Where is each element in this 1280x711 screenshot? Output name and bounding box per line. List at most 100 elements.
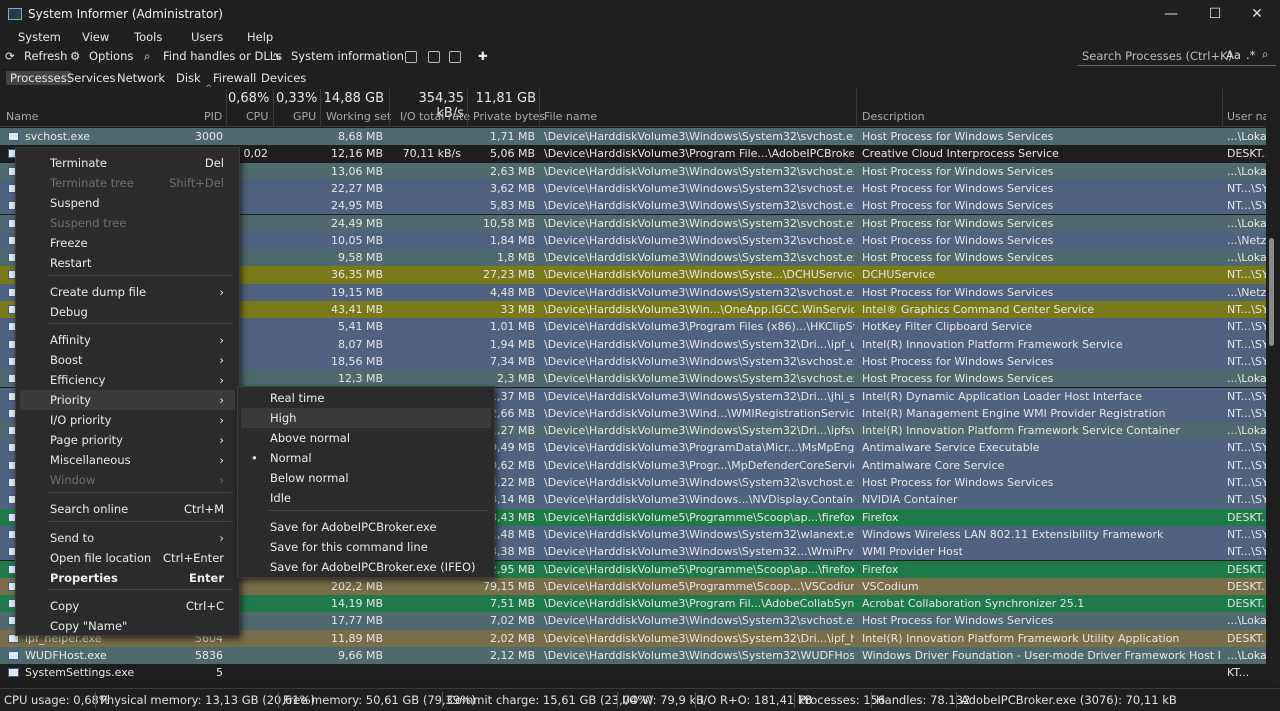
- table-row[interactable]: SystemSettings.exe 5 KT...: [0, 664, 1266, 682]
- table-row[interactable]: 43,41 MB 33 MB \Device\HarddiskVolume3\Win…: [0, 301, 1266, 319]
- priority-item-save-for-adobeipcbroker-exe-ifeo[interactable]: Save for AdobeIPCBroker.exe (IFEO): [241, 557, 491, 577]
- table-row[interactable]: 9,58 MB 1,8 MB \Device\HarddiskVolume3\Win…: [0, 249, 1266, 267]
- menu-item-copy[interactable]: Copy Ctrl+C: [20, 596, 235, 616]
- priority-item-idle[interactable]: Idle: [241, 488, 491, 508]
- menu-item-window[interactable]: Window ›: [20, 470, 235, 490]
- priority-item-real-time[interactable]: Real time: [241, 388, 491, 408]
- options-button[interactable]: Options: [89, 49, 134, 63]
- menu-view[interactable]: View: [82, 30, 110, 44]
- gear-icon[interactable]: ⚙: [70, 49, 81, 63]
- refresh-button[interactable]: Refresh: [24, 49, 68, 63]
- vertical-scrollbar[interactable]: [1266, 87, 1280, 685]
- menu-item-terminate[interactable]: Terminate Del: [20, 153, 235, 173]
- window-find-icon[interactable]: [428, 51, 440, 63]
- menu-item-restart[interactable]: Restart: [20, 253, 235, 273]
- menu-item-create-dump-file[interactable]: Create dump file ›: [20, 282, 235, 302]
- menu-system[interactable]: System: [18, 30, 61, 44]
- cell-description: Host Process for Windows Services: [862, 130, 1054, 143]
- window-close-icon[interactable]: [449, 51, 461, 63]
- menu-item-debug[interactable]: Debug: [20, 302, 235, 322]
- tab-network[interactable]: Network: [117, 71, 166, 85]
- regex-toggle[interactable]: .*: [1246, 48, 1256, 62]
- priority-item-above-normal[interactable]: Above normal: [241, 428, 491, 448]
- window-icon[interactable]: [405, 51, 417, 63]
- column-file-name[interactable]: File name: [544, 110, 598, 123]
- column-description[interactable]: Description: [862, 110, 925, 123]
- column-user-name[interactable]: User na: [1227, 110, 1270, 123]
- menu-item-suspend[interactable]: Suspend: [20, 193, 235, 213]
- menu-item-search-online[interactable]: Search online Ctrl+M: [20, 499, 235, 519]
- column-cpu[interactable]: CPU: [246, 110, 269, 123]
- table-row[interactable]: 8,07 MB 1,94 MB \Device\HarddiskVolume3\Wi…: [0, 335, 1266, 353]
- search-input[interactable]: Search Processes (Ctrl+K) Aa .* ⌕: [1078, 47, 1276, 66]
- chevron-right-icon: ›: [219, 413, 224, 427]
- maximize-button[interactable]: ☐: [1208, 6, 1222, 22]
- close-button[interactable]: ✕: [1251, 6, 1263, 22]
- cell-description: Host Process for Windows Services: [862, 476, 1054, 489]
- menu-item-open-file-location[interactable]: Open file location Ctrl+Enter: [20, 548, 235, 568]
- table-row[interactable]: 24,95 MB 5,83 MB \Device\HarddiskVolume3\W…: [0, 197, 1266, 215]
- system-information-button[interactable]: System information: [291, 49, 404, 63]
- menu-item-freeze[interactable]: Freeze: [20, 233, 235, 253]
- menu-item-properties[interactable]: Properties Enter: [20, 568, 235, 588]
- column-private-bytes[interactable]: Private bytes: [473, 110, 546, 123]
- tab-firewall[interactable]: Firewall: [213, 71, 257, 85]
- column-name[interactable]: Name: [6, 110, 39, 123]
- table-row[interactable]: 22,27 MB 3,62 MB \Device\HarddiskVolume3\W…: [0, 179, 1266, 198]
- menu-item-page-priority[interactable]: Page priority ›: [20, 430, 235, 450]
- puzzle-icon[interactable]: ✚: [478, 49, 488, 63]
- priority-item-normal[interactable]: • Normal: [241, 448, 491, 468]
- menu-item-send-to[interactable]: Send to ›: [20, 528, 235, 548]
- column-pid[interactable]: PID: [204, 110, 223, 123]
- find-handles-button[interactable]: Find handles or DLLs: [163, 49, 283, 63]
- tab-disk[interactable]: Disk: [176, 71, 201, 85]
- table-row[interactable]: 18,56 MB 7,34 MB \Device\HarddiskVolume3\W…: [0, 352, 1266, 371]
- menu-item-boost[interactable]: Boost ›: [20, 350, 235, 370]
- menu-item-efficiency[interactable]: Efficiency ›: [20, 370, 235, 390]
- column-gpu[interactable]: GPU: [293, 110, 317, 123]
- table-row[interactable]: 5,41 MB 1,01 MB \Device\HarddiskVolume3\Pr…: [0, 318, 1266, 336]
- menu-help[interactable]: Help: [247, 30, 274, 44]
- tab-processes[interactable]: Processes: [6, 71, 71, 85]
- priority-item-below-normal[interactable]: Below normal: [241, 468, 491, 488]
- table-row[interactable]: 24,49 MB 10,58 MB \Device\HarddiskVolume3\…: [0, 214, 1266, 232]
- table-row[interactable]: 202,2 MB 79,15 MB \Device\HarddiskVolume5\…: [0, 577, 1266, 596]
- minimize-button[interactable]: —: [1164, 6, 1178, 22]
- table-row[interactable]: 12,3 MB 2,3 MB \Device\HarddiskVolume3\Win…: [0, 370, 1266, 388]
- menu-item-terminate-tree[interactable]: Terminate tree Shift+Del: [20, 173, 235, 193]
- priority-item-save-for-this-command-line[interactable]: Save for this command line: [241, 537, 491, 557]
- column-working-set[interactable]: Working set: [326, 110, 392, 123]
- cell-working-set: 19,15 MB: [330, 285, 383, 299]
- table-row[interactable]: 36,35 MB 27,23 MB \Device\HarddiskVolume3\…: [0, 266, 1266, 284]
- search-icon[interactable]: ⌕: [144, 49, 151, 63]
- pulse-icon[interactable]: ∿: [272, 49, 282, 63]
- menu-tools[interactable]: Tools: [134, 30, 163, 44]
- column-io-rate[interactable]: I/O total rate: [400, 110, 471, 123]
- table-row[interactable]: WUDFHost.exe 5836 9,66 MB 2,12 MB \Device\Ha…: [0, 647, 1266, 665]
- tab-services[interactable]: Services: [67, 71, 116, 85]
- match-case-toggle[interactable]: Aa: [1226, 48, 1241, 62]
- table-row[interactable]: 13,06 MB 2,63 MB \Device\HarddiskVolume3\W…: [0, 162, 1266, 180]
- table-row[interactable]: 10,05 MB 1,84 MB \Device\HarddiskVolume3\W…: [0, 231, 1266, 250]
- table-row[interactable]: svchost.exe 3000 8,68 MB 1,71 MB \Device\Har…: [0, 128, 1266, 146]
- table-row[interactable]: 19,15 MB 4,48 MB \Device\HarddiskVolume3\W…: [0, 283, 1266, 301]
- cell-private-bytes: 7,02 MB: [489, 614, 535, 628]
- menu-item-suspend-tree[interactable]: Suspend tree: [20, 213, 235, 233]
- menu-item-affinity[interactable]: Affinity ›: [20, 330, 235, 350]
- menu-item-copy-name[interactable]: Copy "Name": [20, 616, 235, 636]
- table-row[interactable]: 0,02 12,16 MB 70,11 kB/s 5,06 MB \Device\Har…: [0, 145, 1266, 163]
- scrollbar-thumb[interactable]: [1269, 238, 1274, 346]
- menu-item-miscellaneous[interactable]: Miscellaneous ›: [20, 450, 235, 470]
- menu-item-i-o-priority[interactable]: I/O priority ›: [20, 410, 235, 430]
- priority-item-save-for-adobeipcbroker-exe[interactable]: Save for AdobeIPCBroker.exe: [241, 517, 491, 537]
- cell-file-name: \Device\HarddiskVolume5\Programme\Scoop.…: [544, 579, 854, 593]
- table-row[interactable]: ipf_helper.exe 5604 11,89 MB 2,02 MB \Device…: [0, 629, 1266, 647]
- refresh-icon[interactable]: ⟳: [5, 49, 15, 63]
- table-row[interactable]: 14,19 MB 7,51 MB \Device\HarddiskVolume3\P…: [0, 595, 1266, 613]
- tab-devices[interactable]: Devices: [261, 71, 307, 85]
- menu-item-priority[interactable]: Priority ›: [20, 390, 235, 410]
- menu-users[interactable]: Users: [191, 30, 224, 44]
- search-icon[interactable]: ⌕: [1262, 47, 1269, 61]
- table-row[interactable]: 17,77 MB 7,02 MB \Device\HarddiskVolume3\W…: [0, 612, 1266, 630]
- priority-item-high[interactable]: High: [241, 408, 491, 428]
